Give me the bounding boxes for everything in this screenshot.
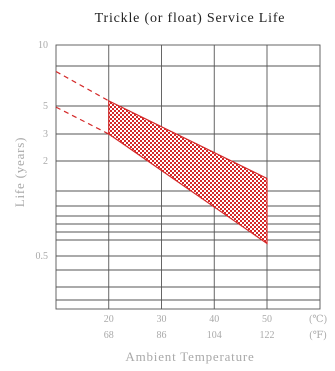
y-tick-label: 5 [43, 101, 48, 112]
y-tick-labels: 10 5 3 2 0.5 [36, 40, 49, 262]
chart-title: Trickle (or float) Service Life [95, 11, 286, 26]
y-axis-label: Life (years) [12, 137, 27, 208]
y-tick-label: 0.5 [36, 251, 49, 262]
x-tick-label-celsius: 30 [157, 314, 167, 325]
x-tick-label-fahrenheit: 122 [260, 330, 275, 341]
y-tick-label: 2 [43, 156, 48, 167]
grid-lines [55, 44, 321, 310]
x-tick-label-celsius: 20 [104, 314, 114, 325]
x-tick-label-fahrenheit: 68 [104, 330, 114, 341]
x-tick-label-celsius: 50 [262, 314, 272, 325]
y-tick-label: 3 [43, 129, 48, 140]
upper-extrapolation-line [55, 70, 110, 102]
x-unit-fahrenheit: (℉) [309, 330, 326, 341]
y-tick-label: 10 [38, 40, 48, 51]
x-tick-label-fahrenheit: 86 [157, 330, 167, 341]
x-tick-label-celsius: 40 [209, 314, 219, 325]
x-unit-celsius: (℃) [309, 314, 327, 325]
x-tick-labels: 20 68 30 86 40 104 50 122 (℃) (℉) [104, 314, 327, 341]
x-axis-label: Ambient Temperature [125, 349, 254, 364]
plot-frame [55, 44, 321, 310]
lower-extrapolation-line [55, 106, 110, 135]
band-area [108, 99, 268, 245]
x-tick-label-fahrenheit: 104 [207, 330, 222, 341]
service-life-band [55, 70, 268, 245]
